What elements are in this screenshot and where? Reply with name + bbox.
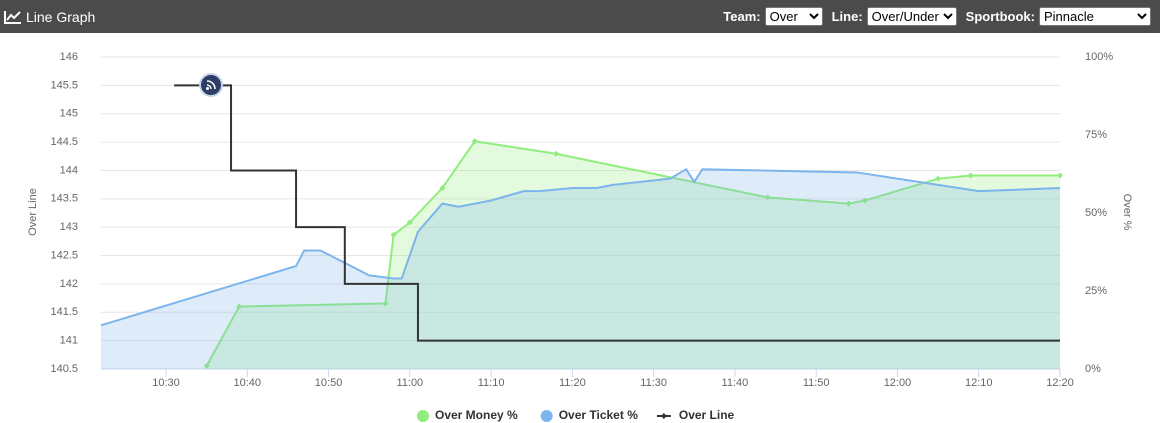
x-tick-label: 11:00 [396,377,423,389]
badge-dot [206,87,210,90]
x-tick-label: 12:10 [965,377,993,389]
x-tick-label: 10:40 [234,377,262,389]
data-point [471,138,478,145]
legend-symbol [417,410,429,422]
y2-tick-label: 0% [1085,363,1101,375]
x-tick-label: 11:20 [559,377,586,389]
badge-icon [206,80,216,90]
line-label: Line: [831,9,863,24]
y2-tick-label: 100% [1085,51,1113,63]
data-point [406,219,413,226]
data-point [203,362,210,369]
legend-label: Over Ticket % [559,408,638,422]
data-point [236,303,243,310]
team-label: Team: [723,9,761,24]
legend-item[interactable]: Over Line [656,408,735,422]
x-tick-label: 11:50 [803,377,830,389]
y2-tick-label: 50% [1085,207,1107,219]
y-tick-label: 142.5 [50,249,78,261]
x-tick-label: 11:40 [722,377,749,389]
controls: Team: Over Line: Over/Under Sportbook: P… [723,7,1156,26]
legend-symbol [540,410,553,422]
x-tick-label: 10:30 [152,377,180,389]
y-tick-label: 142 [60,278,78,290]
legend-item[interactable]: Over Money % [417,408,518,422]
legend-symbol [660,413,667,419]
data-point [967,172,974,179]
badge-circle [199,73,224,97]
y-tick-label: 140.5 [50,363,78,375]
y-tick-label: 141 [60,335,78,347]
series-area [101,169,1060,369]
y-tick-label: 143 [60,221,78,233]
feed-badge [199,73,224,97]
y2-tick-label: 25% [1085,285,1107,297]
data-point [935,175,942,182]
y2-tick-label: 75% [1085,129,1107,141]
sportsbook-label: Sportbook: [965,9,1035,24]
header-bar: Line Graph Team: Over Line: Over/Under S… [0,0,1160,33]
x-tick-label: 11:30 [640,377,667,389]
legend-label: Over Line [679,408,735,422]
legend-item[interactable]: Over Ticket % [540,408,638,422]
data-point [390,231,397,238]
y-tick-label: 145 [60,108,78,120]
team-select[interactable]: Over [764,7,823,26]
series-line [174,84,1060,342]
chart: Over Line Over % 140.5 141 141.5 142 142.5 14… [27,51,1133,422]
data-point [861,197,868,204]
y-tick-label: 144.5 [50,136,78,148]
x-tick-label: 12:00 [884,377,912,389]
line-select[interactable]: Over/Under [866,7,957,26]
data-point [845,200,852,207]
y-tick-label: 141.5 [50,306,78,318]
chart-icon [4,11,21,24]
sportsbook-select[interactable]: Pinnacle [1039,7,1151,26]
data-point [553,150,560,157]
series-area [206,141,1061,369]
data-point [382,300,389,307]
y-tick-label: 143.5 [50,193,78,205]
legend-label: Over Money % [435,408,518,422]
y2-axis-title: Over % [1121,194,1133,231]
x-tick-label: 12:20 [1046,377,1074,389]
header-title: Line Graph [26,9,96,25]
x-tick-label: 11:10 [478,377,505,389]
data-point [764,194,771,201]
y-tick-label: 145.5 [50,79,78,91]
y-tick-label: 144 [60,164,78,176]
y-axis-title: Over Line [27,188,39,236]
data-point [1057,172,1063,179]
data-point [439,185,446,192]
y-tick-label: 146 [60,51,78,63]
x-tick-label: 10:50 [315,377,343,389]
